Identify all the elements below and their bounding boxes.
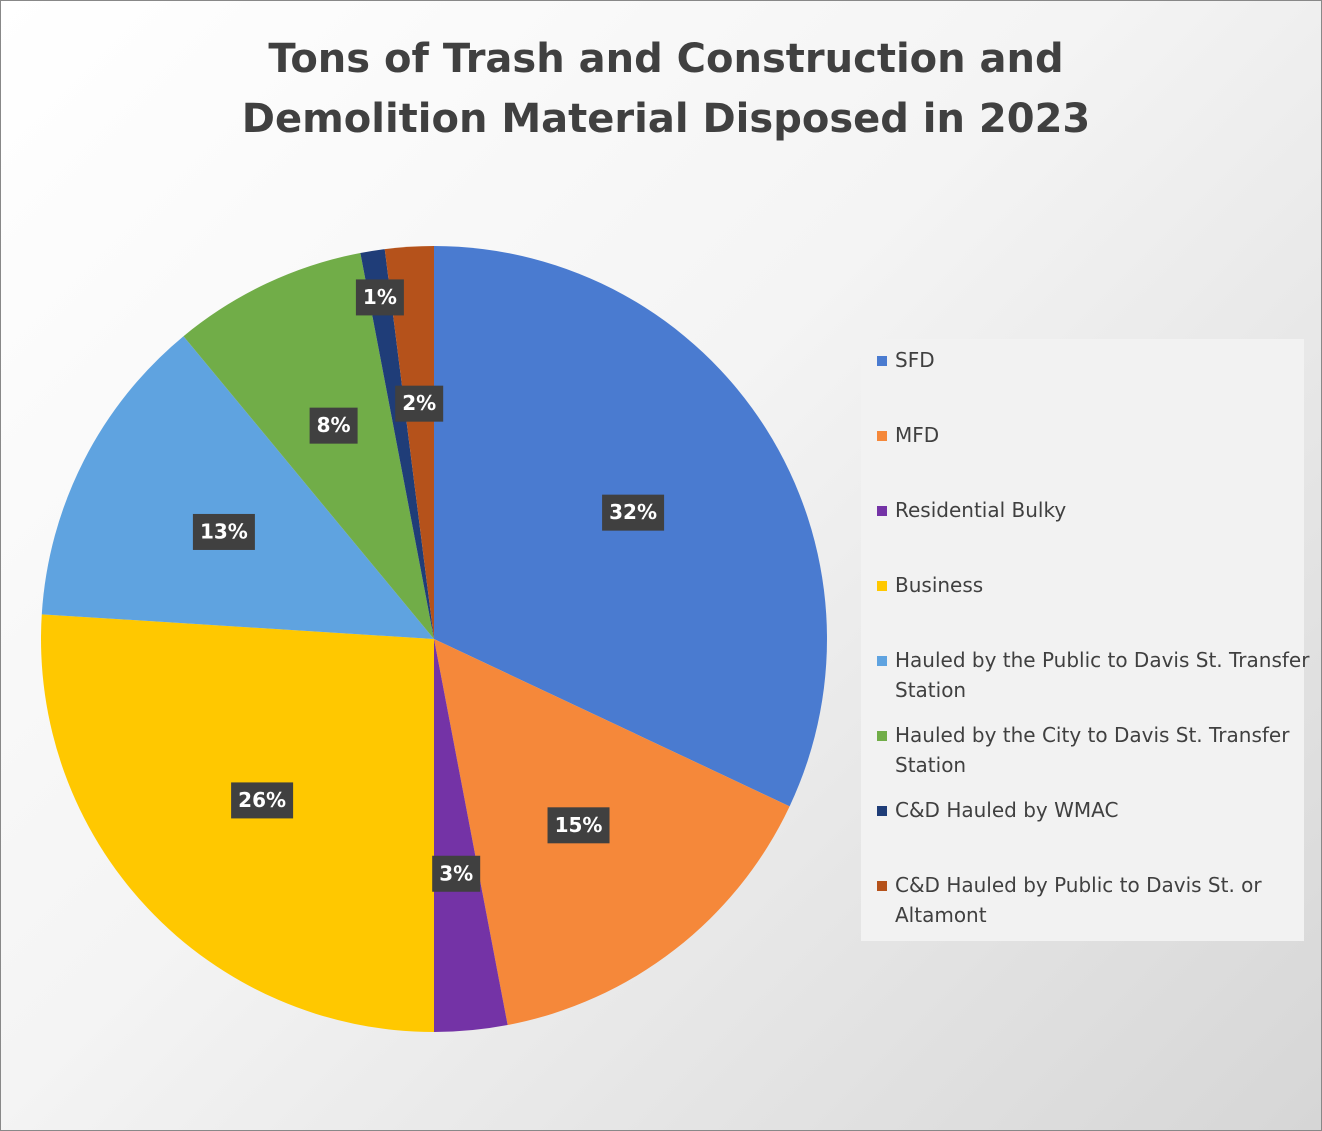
legend-item: Hauled by the Public to Davis St. Transf… — [875, 645, 1315, 705]
pie-slice — [434, 639, 790, 1026]
data-label-bg — [192, 513, 255, 550]
legend-label: Hauled by the Public to Davis St. Transf… — [895, 648, 1310, 702]
data-label-bg — [395, 385, 444, 422]
legend-item: Residential Bulky — [875, 495, 1315, 525]
data-label-bg — [432, 855, 481, 892]
data-label: 3% — [439, 861, 473, 885]
pie-slice — [40, 614, 434, 1032]
data-label-bg — [602, 494, 665, 531]
data-label: 32% — [609, 500, 657, 524]
legend-label: Hauled by the City to Davis St. Transfer… — [895, 723, 1290, 777]
legend: SFD MFD Residential Bulky Business Hauled by… — [861, 339, 1309, 941]
legend-swatch — [877, 881, 887, 891]
legend-swatch — [877, 731, 887, 741]
legend-label: C&D Hauled by Public to Davis St. or Alt… — [895, 873, 1262, 927]
legend-label: C&D Hauled by WMAC — [895, 798, 1119, 822]
legend-item: C&D Hauled by Public to Davis St. or Alt… — [875, 870, 1315, 930]
data-label-bg — [355, 279, 404, 316]
pie-slice — [434, 639, 508, 1032]
legend-item: MFD — [875, 420, 1315, 450]
legend-swatch — [877, 656, 887, 666]
legend-swatch — [877, 431, 887, 441]
data-label-bg — [547, 807, 610, 844]
legend-swatch — [877, 356, 887, 366]
chart-title: Tons of Trash and Construction and Demol… — [241, 36, 1091, 142]
legend-item: SFD — [875, 345, 1315, 375]
legend-item: Business — [875, 570, 1315, 600]
legend-swatch — [877, 506, 887, 516]
data-label: 26% — [238, 788, 286, 812]
pie-slice — [384, 246, 434, 639]
legend-swatch — [877, 581, 887, 591]
legend-label: SFD — [895, 348, 935, 372]
legend-label: Business — [895, 573, 984, 597]
legend-item: C&D Hauled by WMAC — [875, 795, 1315, 825]
data-label-bg — [231, 782, 294, 819]
data-label-bg — [309, 407, 358, 444]
data-label: 2% — [402, 391, 436, 415]
data-label: 13% — [200, 519, 248, 543]
legend-label: MFD — [895, 423, 940, 447]
legend-swatch — [877, 806, 887, 816]
pie-slice — [41, 336, 434, 639]
data-label: 8% — [317, 413, 351, 437]
data-label: 1% — [363, 285, 397, 309]
legend-item: Hauled by the City to Davis St. Transfer… — [875, 720, 1315, 780]
data-label: 15% — [555, 813, 603, 837]
pie-slice — [360, 249, 434, 639]
pie-slice — [183, 252, 434, 639]
legend-label: Residential Bulky — [895, 498, 1067, 522]
